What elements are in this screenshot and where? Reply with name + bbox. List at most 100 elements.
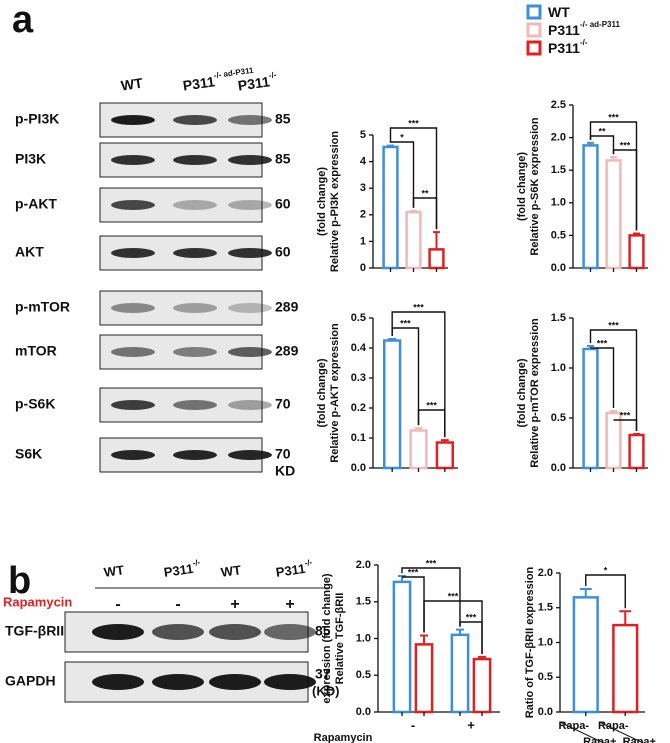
bar — [582, 347, 599, 470]
panel-label: a — [12, 0, 34, 41]
error-bar — [579, 587, 592, 598]
lane-label: P311-/- — [163, 558, 203, 580]
bar — [428, 248, 445, 270]
bar — [605, 159, 622, 270]
error-bar — [414, 427, 423, 431]
treatment-label: Rapamycin — [3, 594, 72, 609]
blot-row-label: p-S6K — [15, 396, 55, 412]
blot-band — [228, 200, 272, 210]
blot-band — [111, 248, 155, 258]
lane-label-sup: -/- — [268, 70, 277, 80]
x-tick-label: Rapa- — [558, 720, 589, 732]
y-axis-label: Relative p-AKT expression — [329, 323, 341, 463]
y-tick-label: 0.0 — [356, 706, 371, 718]
lane-label-main: P311 — [182, 73, 216, 93]
blot-band — [173, 248, 217, 258]
y-axis-label: (fold change) — [516, 152, 528, 221]
blot-band — [228, 303, 272, 313]
y-tick-label: 0.5 — [351, 312, 366, 324]
blot-band — [173, 400, 217, 410]
y-tick-label: 1.0 — [551, 362, 566, 374]
y-tick-label: 1.0 — [551, 197, 566, 209]
blot-band — [152, 674, 204, 690]
error-bar — [433, 231, 440, 250]
blot-band — [228, 155, 272, 165]
blot-kda: 60 — [275, 196, 291, 212]
significance-bracket — [417, 409, 446, 438]
y-tick-label: 1.0 — [356, 632, 371, 644]
y-tick-label: 0.5 — [356, 669, 371, 681]
blot-unit: KD — [275, 463, 295, 479]
blot-kda: 289 — [275, 299, 299, 315]
blot-band — [173, 347, 217, 357]
significance-label: *** — [608, 320, 619, 330]
y-tick-label: 0.5 — [538, 671, 553, 683]
significance-label: *** — [620, 410, 631, 420]
significance-label: *** — [448, 591, 459, 601]
significance-label: *** — [426, 400, 437, 410]
error-bar — [633, 433, 640, 435]
x-axis-label: Rapamycin — [314, 732, 373, 743]
legend-label-sup: -/- — [580, 38, 588, 47]
blot-row-label: AKT — [15, 244, 44, 260]
panel-label: b — [8, 560, 31, 602]
lane-label-main: WT — [220, 563, 242, 581]
x-tick-label: Rapa+ — [623, 736, 656, 743]
blot-strip — [99, 290, 263, 326]
blot-band — [111, 200, 155, 210]
y-tick-label: 0.0 — [551, 462, 566, 474]
blot-band — [228, 248, 272, 258]
error-bar — [619, 610, 632, 626]
blot-band — [209, 674, 261, 690]
y-axis-label: Relative TGF-βRII — [334, 593, 346, 685]
legend-label-sup: -/- ad-P311 — [580, 20, 621, 29]
y-axis-label: expression (fold change) — [321, 573, 333, 704]
error-bar — [587, 141, 594, 146]
bar — [572, 596, 599, 714]
blot-kda: 85 — [275, 151, 291, 167]
legend-label-main: WT — [548, 4, 570, 20]
bar — [383, 339, 402, 470]
bar — [392, 580, 412, 714]
blot-band — [264, 624, 316, 640]
significance-bracket — [391, 311, 446, 438]
y-tick-label: 0.4 — [351, 342, 367, 354]
blot-kda: 70 — [275, 446, 291, 462]
lane-label-main: WT — [120, 74, 144, 93]
bar — [472, 657, 492, 714]
y-tick-label: 4 — [360, 156, 367, 168]
significance-label: *** — [400, 318, 411, 328]
significance-bracket — [613, 419, 638, 431]
legend-swatch — [526, 22, 542, 38]
y-tick-label: 1.5 — [538, 602, 553, 614]
x-tick-label: - — [411, 717, 415, 732]
y-tick-label: 0.0 — [551, 262, 566, 274]
blot-row-label: TGF-βRII — [5, 623, 64, 639]
significance-label: ** — [421, 188, 429, 198]
blot-row-label: p-PI3K — [15, 111, 59, 127]
significance-label: *** — [408, 567, 419, 577]
error-bar — [419, 634, 429, 645]
significance-label: * — [400, 132, 404, 142]
significance-bracket — [389, 127, 438, 230]
y-tick-label: 3 — [360, 182, 366, 194]
bar — [612, 623, 639, 714]
blot-row-label: mTOR — [15, 343, 57, 359]
blot-band — [111, 400, 155, 410]
treatment-mark: + — [230, 596, 239, 613]
y-tick-label: 5 — [360, 129, 366, 141]
blot-band — [152, 624, 204, 640]
error-bar — [388, 338, 397, 341]
lane-label: P311-/- — [237, 70, 279, 93]
y-axis-label: Relative p-PI3K expression — [329, 131, 341, 273]
significance-label: *** — [413, 302, 424, 312]
blot-unit: (KD) — [312, 683, 339, 698]
error-bar — [610, 410, 617, 413]
significance-bracket — [612, 149, 638, 231]
significance-label: ** — [598, 126, 606, 136]
lane-label: WT — [220, 563, 242, 581]
y-tick-label: 0.5 — [551, 412, 566, 424]
lane-label-sup: -/- — [192, 558, 201, 568]
blot-band — [111, 303, 155, 313]
significance-label: *** — [620, 140, 631, 150]
